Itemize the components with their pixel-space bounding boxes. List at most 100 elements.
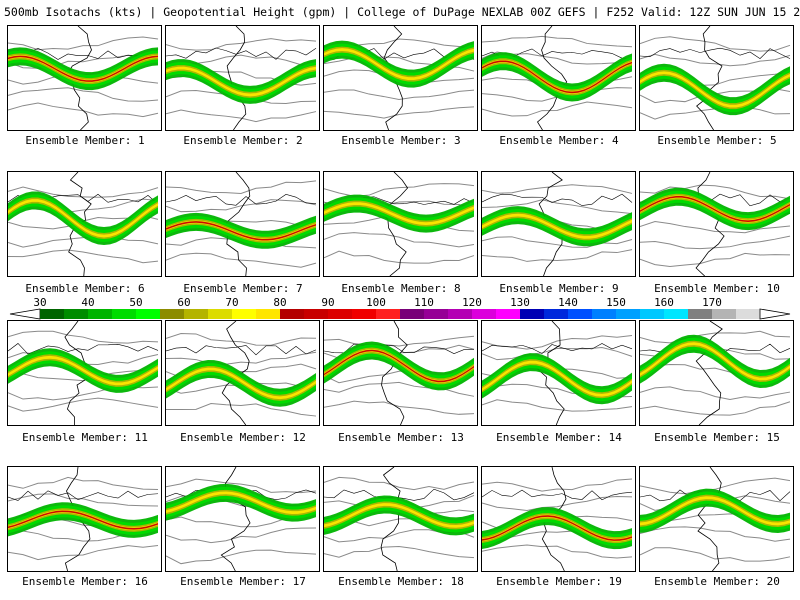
- map-panel: [323, 171, 478, 277]
- panel-label: Ensemble Member: 4: [499, 134, 619, 147]
- map-canvas: [8, 467, 159, 571]
- map-canvas: [8, 321, 159, 425]
- map-panel: [639, 466, 794, 572]
- legend-tick-label: 170: [702, 296, 722, 309]
- map-canvas: [166, 467, 317, 571]
- map-panel: [323, 466, 478, 572]
- map-panel: [7, 25, 162, 131]
- legend-left-arrow: [9, 308, 41, 320]
- panel-label: Ensemble Member: 12: [180, 431, 306, 444]
- legend-tick-label: 150: [606, 296, 626, 309]
- panel-label: Ensemble Member: 2: [183, 134, 303, 147]
- legend-tick-label: 100: [366, 296, 386, 309]
- legend-tick-label: 130: [510, 296, 530, 309]
- map-panel: [639, 320, 794, 426]
- panel-label: Ensemble Member: 8: [341, 282, 461, 295]
- panel-label: Ensemble Member: 5: [657, 134, 777, 147]
- legend-color-swatch: [640, 309, 665, 319]
- legend-color-swatch: [400, 309, 425, 319]
- panel-label: Ensemble Member: 17: [180, 575, 306, 588]
- map-canvas: [482, 467, 633, 571]
- panel-label: Ensemble Member: 15: [654, 431, 780, 444]
- map-panel: [7, 320, 162, 426]
- map-canvas: [8, 172, 159, 276]
- map-panel: [323, 25, 478, 131]
- map-panel: [639, 171, 794, 277]
- legend-color-swatch: [160, 309, 185, 319]
- legend-color-swatch: [544, 309, 569, 319]
- map-panel: [165, 171, 320, 277]
- legend-color-swatch: [208, 309, 233, 319]
- map-canvas: [166, 172, 317, 276]
- map-canvas: [482, 26, 633, 130]
- map-panel: [481, 25, 636, 131]
- legend-tick-label: 50: [129, 296, 143, 309]
- panel-label: Ensemble Member: 7: [183, 282, 303, 295]
- map-canvas: [482, 321, 633, 425]
- map-canvas: [324, 467, 475, 571]
- map-panel: [481, 171, 636, 277]
- map-canvas: [640, 321, 791, 425]
- panel-label: Ensemble Member: 10: [654, 282, 780, 295]
- panel-label: Ensemble Member: 13: [338, 431, 464, 444]
- legend-color-swatch: [472, 309, 497, 319]
- legend-color-swatch: [88, 309, 113, 319]
- map-canvas: [166, 321, 317, 425]
- panel-label: Ensemble Member: 1: [25, 134, 145, 147]
- legend-color-swatch: [592, 309, 617, 319]
- panel-label: Ensemble Member: 3: [341, 134, 461, 147]
- legend-tick-label: 60: [177, 296, 191, 309]
- map-panel: [481, 320, 636, 426]
- map-canvas: [324, 26, 475, 130]
- legend-tick-label: 80: [273, 296, 287, 309]
- panel-label: Ensemble Member: 18: [338, 575, 464, 588]
- panel-label: Ensemble Member: 14: [496, 431, 622, 444]
- panel-label: Ensemble Member: 9: [499, 282, 619, 295]
- legend-right-arrow: [759, 308, 791, 320]
- map-panel: [165, 466, 320, 572]
- legend-color-swatch: [184, 309, 209, 319]
- legend-color-swatch: [448, 309, 473, 319]
- legend-color-swatch: [616, 309, 641, 319]
- map-canvas: [324, 321, 475, 425]
- panel-label: Ensemble Member: 11: [22, 431, 148, 444]
- legend-color-swatch: [664, 309, 689, 319]
- legend-color-swatch: [64, 309, 89, 319]
- map-canvas: [166, 26, 317, 130]
- legend-color-swatch: [376, 309, 401, 319]
- legend-tick-label: 120: [462, 296, 482, 309]
- chart-title: 500mb Isotachs (kts) | Geopotential Heig…: [4, 5, 800, 19]
- map-canvas: [482, 172, 633, 276]
- map-panel: [165, 25, 320, 131]
- legend-color-swatch: [568, 309, 593, 319]
- panel-label: Ensemble Member: 20: [654, 575, 780, 588]
- map-panel: [481, 466, 636, 572]
- map-canvas: [324, 172, 475, 276]
- legend-color-swatch: [280, 309, 305, 319]
- legend-color-swatch: [496, 309, 521, 319]
- map-panel: [7, 466, 162, 572]
- legend-tick-label: 30: [33, 296, 47, 309]
- legend-color-swatch: [112, 309, 137, 319]
- panel-label: Ensemble Member: 16: [22, 575, 148, 588]
- map-canvas: [8, 26, 159, 130]
- panel-label: Ensemble Member: 19: [496, 575, 622, 588]
- legend-color-swatch: [520, 309, 545, 319]
- map-canvas: [640, 172, 791, 276]
- legend-tick-label: 160: [654, 296, 674, 309]
- legend-tick-label: 90: [321, 296, 335, 309]
- legend-color-swatch: [328, 309, 353, 319]
- legend-color-swatch: [256, 309, 281, 319]
- legend-color-swatch: [712, 309, 737, 319]
- legend-color-swatch: [40, 309, 65, 319]
- legend-color-swatch: [136, 309, 161, 319]
- map-canvas: [640, 467, 791, 571]
- map-panel: [7, 171, 162, 277]
- legend-colorbar: [9, 308, 791, 320]
- map-panel: [323, 320, 478, 426]
- legend-tick-label: 110: [414, 296, 434, 309]
- map-panel: [639, 25, 794, 131]
- legend-color-swatch: [304, 309, 329, 319]
- legend-color-swatch: [352, 309, 377, 319]
- legend-tick-label: 40: [81, 296, 95, 309]
